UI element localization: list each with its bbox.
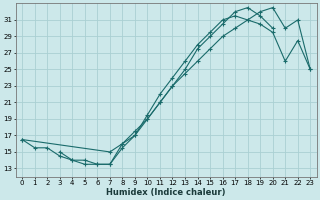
X-axis label: Humidex (Indice chaleur): Humidex (Indice chaleur) bbox=[107, 188, 226, 197]
